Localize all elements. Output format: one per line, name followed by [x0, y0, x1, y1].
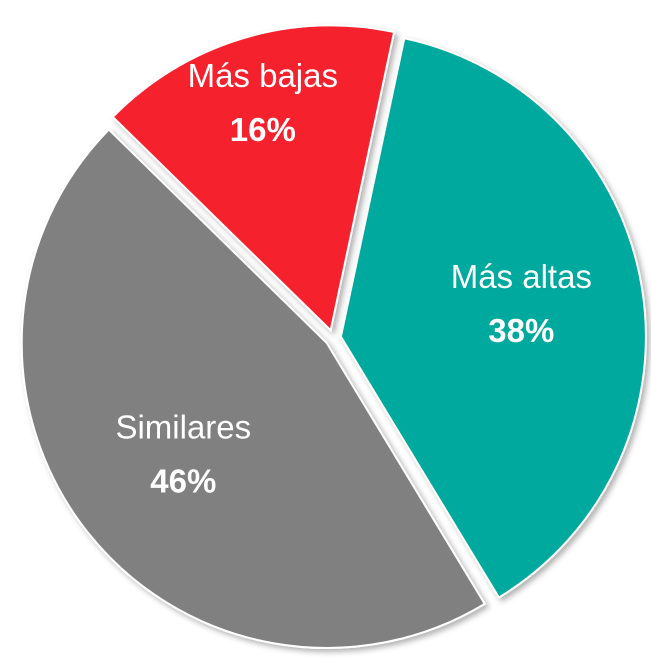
slice-value-label: 38% [488, 312, 554, 349]
slices [20, 24, 647, 649]
pie-slice [20, 128, 487, 649]
slice-label: Más bajas [188, 57, 338, 94]
slice-value-label: 16% [230, 111, 296, 148]
slice-value-label: 46% [150, 462, 216, 499]
slice-label: Similares [115, 408, 251, 445]
pie-slice [111, 24, 396, 333]
pie-slice [339, 37, 647, 599]
slice-label: Más altas [451, 258, 592, 295]
